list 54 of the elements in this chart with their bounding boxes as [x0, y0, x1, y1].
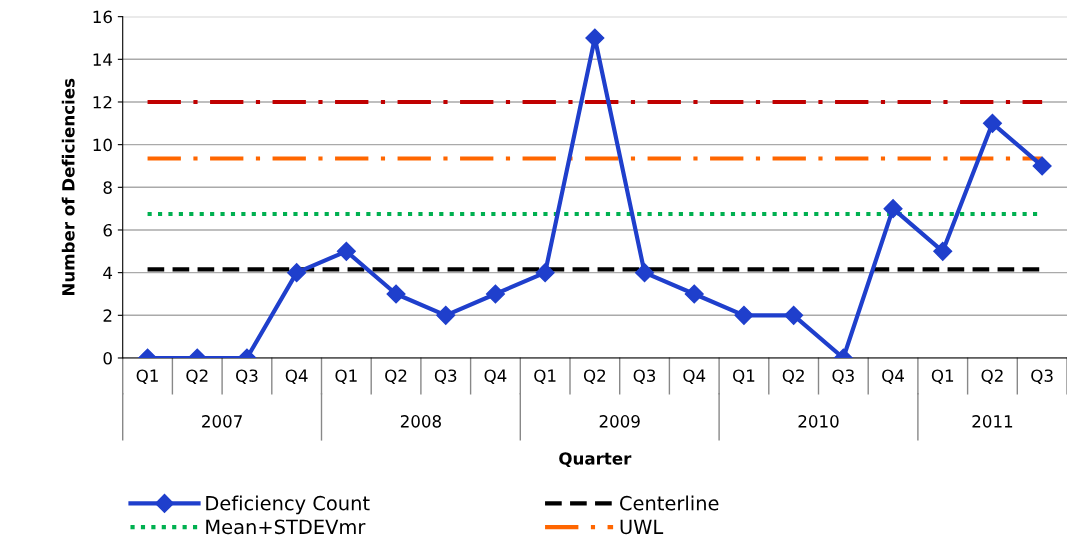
- point: [1032, 156, 1052, 176]
- y-axis-title: Number of Deficiencies: [61, 78, 75, 296]
- x-tick-label: Q3: [1031, 369, 1053, 384]
- x-tick-label: Q2: [186, 369, 208, 384]
- x-tick-label: Q1: [335, 369, 357, 384]
- text: 2009: [599, 415, 640, 428]
- x-tick-label: Q4: [484, 369, 507, 384]
- legend-label: Deficiency Count: [206, 495, 370, 515]
- legend-label: Mean+STDEVmr: [206, 519, 366, 535]
- point: [436, 305, 456, 325]
- x-tick-label: Q3: [832, 369, 854, 384]
- legend-label: Centerline: [620, 495, 719, 511]
- y-tick-label: 16: [93, 10, 112, 24]
- x-tick-label: Q1: [136, 369, 158, 384]
- y-tick-label: 4: [103, 266, 113, 279]
- x-tick-label: Q1: [534, 369, 556, 384]
- y-tick-label: 8: [103, 181, 112, 194]
- x-tick-label: Q3: [633, 369, 656, 384]
- x-tick-label: Q3: [434, 369, 457, 384]
- point: [784, 305, 804, 325]
- legend-label: UWL: [620, 519, 664, 535]
- y-tick-label: 0: [103, 351, 112, 365]
- point: [535, 263, 555, 283]
- x-tick-label: Q1: [733, 369, 755, 384]
- text: 2010: [798, 415, 839, 428]
- x-tick-label: Q4: [683, 369, 706, 384]
- point: [585, 28, 605, 48]
- point: [635, 263, 655, 283]
- y-tick-label: 2: [103, 309, 112, 322]
- x-axis-title: Quarter: [559, 452, 632, 467]
- x-tick-label: Q3: [236, 369, 258, 384]
- y-tick-label: 12: [93, 95, 112, 109]
- point: [734, 305, 754, 325]
- point: [684, 284, 704, 304]
- point: [982, 113, 1002, 133]
- text: 2007: [202, 415, 242, 428]
- point: [386, 284, 406, 304]
- x-tick-label: Q4: [882, 369, 904, 384]
- text: 2008: [400, 415, 441, 428]
- point: [933, 241, 953, 261]
- x-tick-label: Q2: [385, 369, 407, 384]
- x-tick-label: Q4: [285, 369, 308, 384]
- point: [883, 199, 903, 219]
- x-tick-label: Q2: [583, 369, 606, 384]
- point: [485, 284, 505, 304]
- point: [287, 263, 307, 283]
- y-tick-label: 6: [103, 223, 112, 237]
- x-tick-label: Q2: [981, 369, 1003, 384]
- y-tick-label: 14: [93, 53, 113, 66]
- point: [336, 241, 356, 261]
- y-tick-label: 10: [93, 138, 112, 152]
- text: 2011: [972, 415, 1013, 428]
- x-tick-label: Q1: [931, 369, 954, 384]
- x-tick-label: Q2: [782, 369, 804, 384]
